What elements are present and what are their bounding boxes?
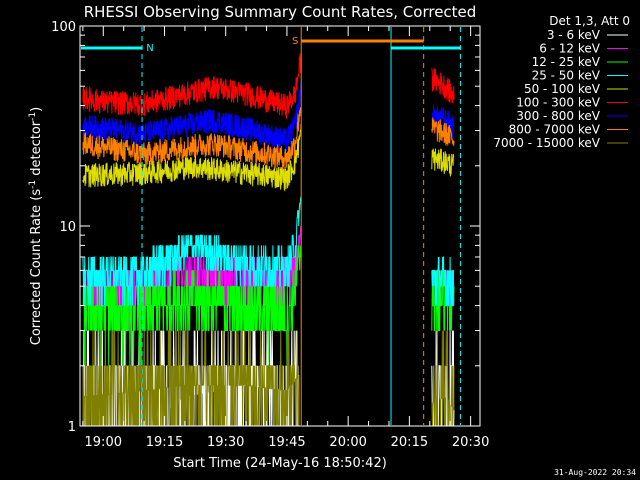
y-tick-label: 10 bbox=[59, 220, 76, 235]
series-800-7000-kev bbox=[82, 107, 455, 170]
series-trace bbox=[82, 53, 302, 119]
y-tick-label: 1 bbox=[68, 420, 76, 435]
indicator-label: S bbox=[292, 36, 298, 47]
legend-entry-label: 6 - 12 keV bbox=[539, 42, 601, 56]
vline-layer bbox=[141, 27, 461, 425]
legend-title: Det 1,3, Att 0 bbox=[549, 14, 630, 28]
x-tick-label: 19:45 bbox=[268, 435, 305, 450]
series-7000-15000-kev bbox=[82, 330, 455, 426]
legend-entry-label: 25 - 50 keV bbox=[532, 69, 601, 83]
series-trace bbox=[82, 245, 302, 366]
series-25-50-kev bbox=[82, 196, 454, 307]
indicator-label: N bbox=[146, 43, 153, 54]
series-trace bbox=[431, 117, 455, 147]
timestamp: 31-Aug-2022 20:34 bbox=[554, 468, 636, 477]
legend-entry-label: 3 - 6 keV bbox=[547, 28, 601, 42]
series-trace bbox=[431, 68, 455, 104]
series-trace bbox=[431, 148, 455, 177]
series-trace bbox=[431, 330, 455, 426]
y-axis-label: Corrected Count Rate (s-1 detector-1) bbox=[28, 107, 44, 345]
y-tick-label: 100 bbox=[51, 20, 76, 35]
series-trace bbox=[82, 123, 302, 192]
legend-entry-label: 12 - 25 keV bbox=[532, 55, 601, 69]
legend-entry-label: 7000 - 15000 keV bbox=[493, 136, 600, 150]
x-tick-label: 19:15 bbox=[146, 435, 183, 450]
legend-entry-label: 100 - 300 keV bbox=[516, 96, 600, 110]
chart-title: RHESSI Observing Summary Count Rates, Co… bbox=[84, 3, 477, 21]
series-trace bbox=[82, 196, 302, 307]
series-50-100-kev bbox=[82, 123, 455, 192]
series-trace bbox=[431, 256, 454, 307]
y-axis: 1 10 100 bbox=[51, 20, 480, 435]
indicator-layer: NS bbox=[81, 36, 461, 54]
legend-entry-label: 300 - 800 keV bbox=[516, 109, 600, 123]
x-tick-label: 19:00 bbox=[85, 435, 122, 450]
x-axis: 19:00 19:15 19:30 19:45 20:00 20:15 20:30 bbox=[82, 26, 489, 450]
legend-entry-label: 800 - 7000 keV bbox=[509, 123, 601, 137]
series-trace bbox=[82, 107, 302, 170]
series-trace bbox=[82, 80, 302, 151]
x-tick-label: 20:30 bbox=[452, 435, 489, 450]
series-trace bbox=[82, 330, 300, 426]
x-tick-label: 20:00 bbox=[329, 435, 366, 450]
series-layer bbox=[82, 53, 455, 426]
x-tick-label: 20:15 bbox=[391, 435, 428, 450]
x-axis-label: Start Time (24-May-16 18:50:42) bbox=[173, 456, 387, 471]
legend-entry-label: 50 - 100 keV bbox=[524, 82, 601, 96]
x-tick-label: 19:30 bbox=[207, 435, 244, 450]
series-100-300-kev bbox=[82, 53, 455, 119]
